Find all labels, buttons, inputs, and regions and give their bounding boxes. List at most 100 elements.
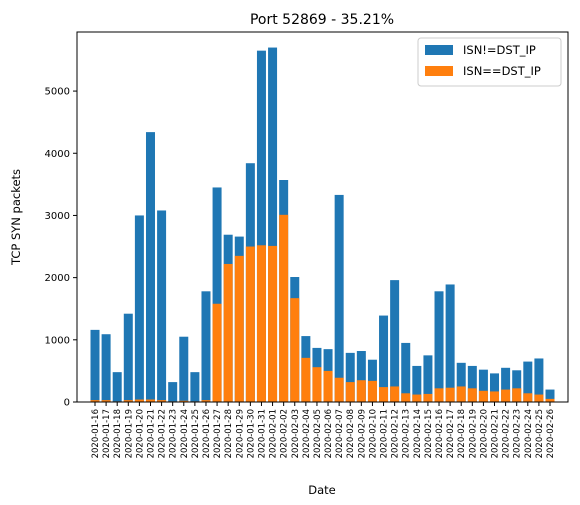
- x-tick-label: 2020-01-31: [257, 409, 267, 458]
- y-tick-label: 4000: [45, 149, 70, 160]
- x-tick-label: 2020-02-17: [446, 409, 456, 458]
- bar-series-1: [445, 284, 455, 402]
- y-tick-label: 0: [64, 398, 70, 409]
- x-tick-label: 2020-02-23: [513, 409, 523, 458]
- x-tick-label: 2020-02-24: [524, 409, 534, 458]
- bar-series-2: [256, 245, 266, 402]
- bar-series-1: [212, 187, 222, 402]
- x-tick-label: 2020-01-19: [124, 409, 134, 458]
- bar-series-1: [390, 280, 400, 402]
- bar-series-2: [323, 370, 333, 402]
- bar-series-2: [367, 380, 377, 402]
- x-axis: 2020-01-16 2020-01-17 2020-01-18 2020-01-19…: [91, 402, 556, 458]
- bar-series-2: [390, 386, 400, 402]
- legend-label: ISN!=DST_IP: [463, 43, 536, 57]
- x-tick-label: 2020-01-24: [180, 409, 190, 458]
- legend-label: ISN==DST_IP: [463, 64, 541, 78]
- bar-series-1: [101, 334, 111, 402]
- bar-series-1: [401, 342, 411, 402]
- bar-series-2: [401, 393, 411, 402]
- y-tick-label: 3000: [45, 211, 70, 222]
- bar-series-1: [268, 47, 278, 403]
- x-tick-label: 2020-02-03: [291, 409, 301, 458]
- bar-series-2: [134, 399, 144, 402]
- x-tick-label: 2020-02-10: [368, 409, 378, 458]
- x-tick-label: 2020-01-30: [246, 409, 256, 458]
- legend-swatch: [425, 45, 453, 55]
- x-tick-label: 2020-01-16: [91, 409, 101, 458]
- x-tick-label: 2020-02-04: [302, 409, 312, 458]
- bar-series-2: [245, 246, 255, 402]
- bar-series-2: [157, 400, 167, 402]
- bar-series-2: [290, 298, 300, 402]
- bar-series-2: [201, 400, 211, 402]
- bar-series-2: [279, 214, 289, 402]
- bar-series-2: [545, 398, 555, 402]
- x-tick-label: 2020-02-09: [357, 409, 367, 458]
- x-tick-label: 2020-02-01: [269, 409, 279, 458]
- legend-swatch: [425, 66, 453, 76]
- bar-series-1: [168, 382, 178, 402]
- x-tick-label: 2020-02-11: [380, 409, 390, 458]
- x-tick-label: 2020-02-05: [313, 409, 323, 458]
- x-tick-label: 2020-01-28: [224, 409, 234, 458]
- x-tick-label: 2020-01-23: [169, 409, 179, 458]
- bar-series-1: [367, 359, 377, 402]
- bar-series-2: [501, 389, 511, 402]
- bar-series-2: [356, 380, 366, 402]
- bar-series-1: [145, 132, 155, 402]
- bars: [90, 47, 555, 403]
- bar-series-1: [201, 291, 211, 402]
- bar-series-2: [145, 399, 155, 402]
- bar-series-1: [157, 210, 167, 402]
- bar-series-1: [434, 291, 444, 402]
- bar-series-2: [478, 390, 488, 402]
- bar-series-2: [268, 245, 278, 402]
- bar-series-2: [223, 263, 233, 402]
- x-tick-label: 2020-02-26: [546, 409, 556, 458]
- bar-series-1: [256, 50, 266, 402]
- x-tick-label: 2020-01-18: [113, 409, 123, 458]
- x-tick-label: 2020-01-20: [135, 409, 145, 458]
- bar-series-2: [445, 387, 455, 402]
- x-tick-label: 2020-02-13: [402, 409, 412, 458]
- bar-series-1: [190, 372, 200, 402]
- bar-series-1: [501, 367, 511, 402]
- x-tick-label: 2020-02-21: [491, 409, 501, 458]
- bar-series-2: [490, 391, 500, 402]
- bar-series-2: [212, 303, 222, 402]
- x-tick-label: 2020-02-12: [391, 409, 401, 458]
- bar-series-2: [434, 388, 444, 402]
- bar-series-1: [112, 372, 122, 402]
- x-tick-label: 2020-01-21: [146, 409, 156, 458]
- bar-series-1: [456, 362, 466, 402]
- y-tick-label: 1000: [45, 335, 70, 346]
- bar-series-1: [412, 365, 422, 402]
- bar-series-2: [379, 387, 389, 402]
- bar-series-1: [423, 355, 433, 402]
- bar-series-1: [478, 369, 488, 402]
- bar-series-1: [467, 365, 477, 402]
- bar-series-1: [334, 194, 344, 402]
- bar-series-2: [467, 388, 477, 402]
- x-tick-label: 2020-02-14: [413, 409, 423, 458]
- x-axis-label: Date: [308, 483, 336, 497]
- x-tick-label: 2020-01-26: [202, 409, 212, 458]
- bar-series-2: [334, 377, 344, 402]
- chart-title: Port 52869 - 35.21%: [250, 12, 394, 28]
- bar-series-2: [423, 393, 433, 402]
- bar-series-1: [123, 313, 133, 402]
- bar-series-1: [90, 329, 100, 402]
- bar-series-2: [534, 394, 544, 402]
- x-tick-label: 2020-02-07: [335, 409, 345, 458]
- bar-series-2: [234, 255, 244, 402]
- x-tick-label: 2020-02-06: [324, 409, 334, 458]
- x-tick-label: 2020-02-22: [502, 409, 512, 458]
- bar-series-2: [179, 400, 189, 402]
- y-axis-label: TCP SYN packets: [9, 169, 23, 266]
- bar-series-1: [345, 352, 355, 402]
- bar-series-2: [456, 386, 466, 402]
- legend: ISN!=DST_IP ISN==DST_IP: [417, 37, 562, 87]
- x-tick-label: 2020-01-27: [213, 409, 223, 458]
